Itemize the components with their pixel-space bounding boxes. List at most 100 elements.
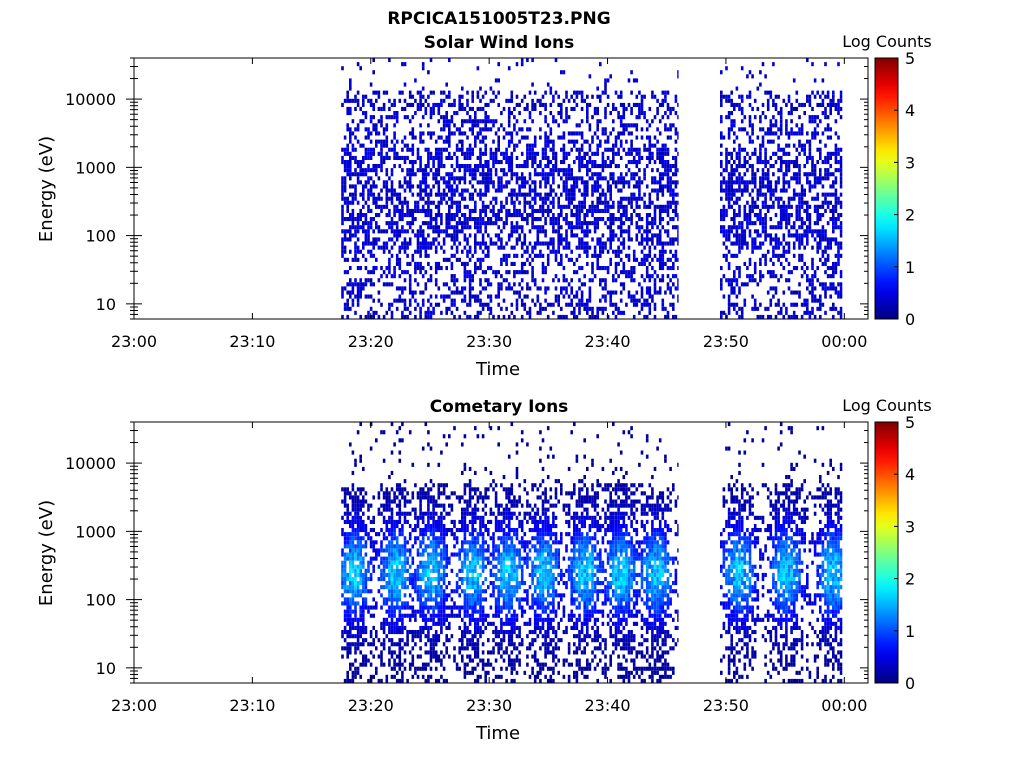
spectrogram-cell [643, 204, 646, 209]
spectrogram-cell [442, 196, 446, 201]
spectrogram-cell [622, 131, 626, 136]
spectrogram-cell [632, 184, 636, 189]
spectrogram-cell [463, 106, 467, 111]
spectrogram-cell [440, 151, 443, 156]
spectrogram-cell [448, 139, 451, 144]
spectrogram-cell [380, 208, 383, 213]
spectrogram-cell [656, 257, 659, 262]
spectrogram-cell [583, 302, 586, 307]
spectrogram-cell [829, 274, 832, 279]
spectrogram-cell [635, 151, 639, 156]
spectrogram-cell [362, 253, 365, 258]
spectrogram-cell [437, 261, 441, 266]
spectrogram-cell [578, 168, 581, 173]
spectrogram-cell [442, 257, 446, 262]
spectrogram-cell [596, 225, 599, 230]
spectrogram-cell [824, 200, 827, 205]
spectrogram-cell [403, 245, 407, 250]
spectrogram-cell [494, 200, 498, 205]
spectrogram-cell [356, 123, 360, 128]
spectrogram-cell [557, 111, 560, 116]
spectrogram-cell [424, 310, 428, 315]
spectrogram-cell [341, 528, 344, 533]
spectrogram-cell [362, 556, 365, 561]
spectrogram-cell [766, 176, 770, 181]
spectrogram-cell [821, 98, 825, 103]
spectrogram-cell [526, 164, 529, 169]
spectrogram-cell [722, 208, 726, 213]
spectrogram-cell [656, 241, 659, 246]
spectrogram-cell [658, 184, 662, 189]
spectrogram-cell [586, 115, 589, 120]
y-tick-label: 100 [85, 227, 116, 246]
spectrogram-cell [565, 217, 568, 222]
spectrogram-cell [751, 164, 754, 169]
spectrogram-cell [518, 164, 521, 169]
spectrogram-cell [528, 111, 532, 116]
spectrogram-cell [599, 306, 602, 311]
spectrogram-cell [596, 241, 599, 246]
spectrogram-cell [837, 310, 840, 315]
spectrogram-cell [349, 666, 352, 671]
spectrogram-cell [630, 172, 633, 177]
spectrogram-cell [677, 151, 679, 156]
spectrogram-cell [346, 143, 349, 148]
spectrogram-cell [419, 270, 422, 275]
spectrogram-cell [614, 90, 618, 95]
spectrogram-cell [674, 314, 678, 319]
spectrogram-cell [727, 302, 731, 307]
spectrogram-cell [367, 192, 370, 197]
spectrogram-cell [552, 168, 555, 173]
spectrogram-cell [351, 213, 355, 218]
spectrogram-cell [341, 286, 344, 291]
spectrogram-cell [725, 66, 728, 71]
spectrogram-cell [494, 78, 498, 83]
spectrogram-cell [364, 528, 368, 533]
spectrogram-cell [434, 270, 438, 275]
spectrogram-cell [720, 314, 723, 319]
spectrogram-cell [434, 245, 438, 250]
spectrogram-cell [826, 172, 830, 177]
spectrogram-cell [632, 278, 636, 283]
spectrogram-cell [764, 115, 767, 120]
spectrogram-cell [382, 270, 386, 275]
spectrogram-cell [782, 147, 786, 152]
spectrogram-cell [343, 589, 347, 594]
spectrogram-cell [468, 208, 472, 213]
spectrogram-cell [832, 229, 835, 234]
spectrogram-cell [785, 151, 788, 156]
spectrogram-cell [578, 278, 581, 283]
spectrogram-cell [832, 286, 835, 291]
spectrogram-cell [648, 192, 652, 197]
spectrogram-cell [541, 155, 545, 160]
spectrogram-cell [819, 139, 822, 144]
spectrogram-cell [356, 585, 360, 590]
spectrogram-cell [528, 172, 532, 177]
spectrogram-cell [343, 249, 347, 254]
spectrogram-cell [643, 298, 646, 303]
spectrogram-cell [494, 94, 498, 99]
spectrogram-cell [354, 605, 357, 610]
spectrogram-cell [798, 164, 801, 169]
spectrogram-cell [787, 196, 791, 201]
spectrogram-cell [487, 306, 490, 311]
spectrogram-cell [658, 176, 662, 181]
spectrogram-cell [474, 164, 477, 169]
spectrogram-cell [437, 164, 441, 169]
spectrogram-cell [484, 180, 487, 185]
spectrogram-cell [356, 245, 360, 250]
spectrogram-cell [466, 249, 469, 254]
spectrogram-cell [808, 278, 812, 283]
spectrogram-cell [406, 208, 409, 213]
spectrogram-cell [619, 270, 623, 275]
spectrogram-cell [476, 225, 480, 230]
spectrogram-cell [359, 572, 362, 577]
spectrogram-cell [359, 225, 362, 230]
spectrogram-cell [541, 208, 545, 213]
spectrogram-cell [349, 155, 352, 160]
spectrogram-cell [839, 253, 843, 258]
spectrogram-cell [666, 314, 670, 319]
spectrogram-cell [580, 241, 584, 246]
spectrogram-cell [476, 241, 480, 246]
spectrogram-cell [588, 208, 592, 213]
